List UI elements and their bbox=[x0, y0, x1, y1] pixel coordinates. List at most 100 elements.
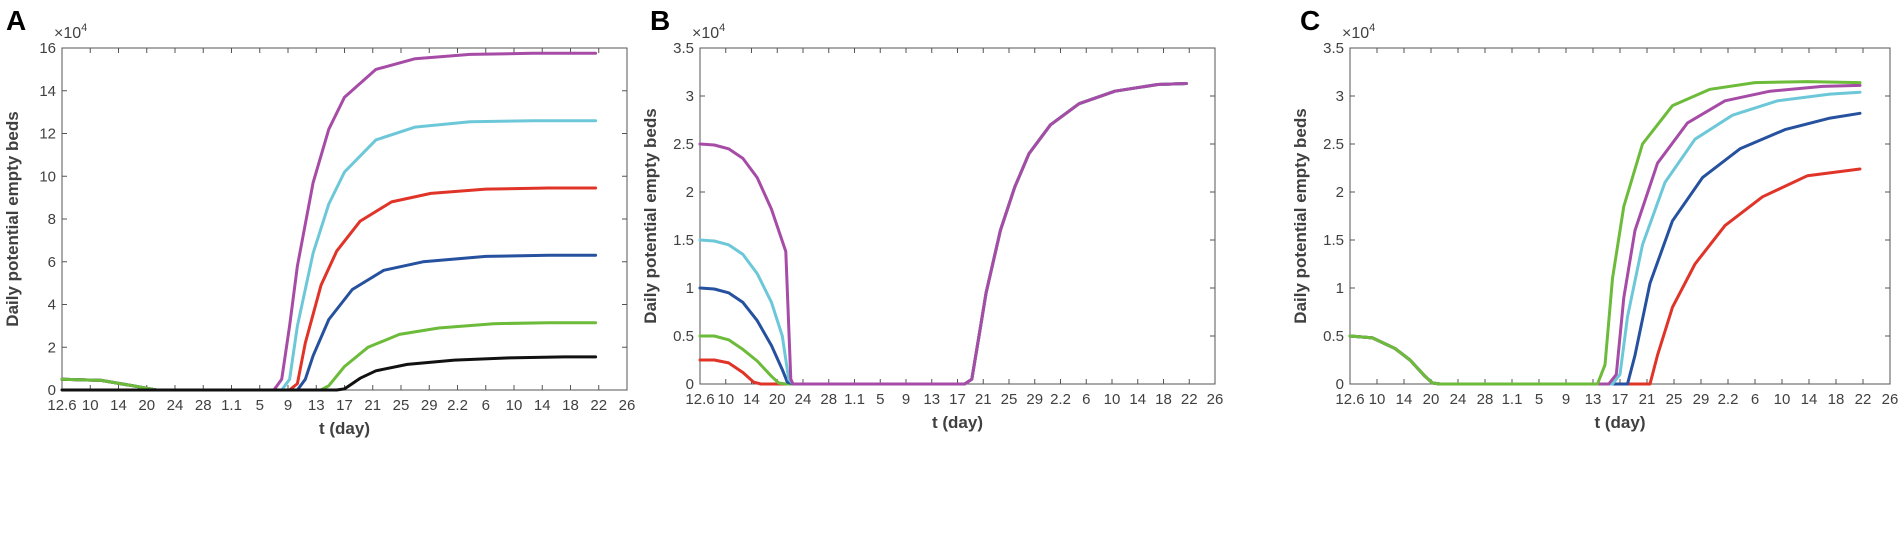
y-tick-label: 1 bbox=[686, 280, 694, 297]
x-tick-label: 12.6 bbox=[685, 391, 714, 408]
y-tick-label: 0 bbox=[686, 376, 694, 393]
x-tick-label: 22 bbox=[1855, 391, 1872, 408]
x-tick-label: 13 bbox=[1585, 391, 1602, 408]
x-tick-label: 14 bbox=[1801, 391, 1818, 408]
x-tick-label: 10 bbox=[82, 397, 99, 414]
series-line bbox=[1348, 111, 1862, 386]
x-tick-label: 17 bbox=[949, 391, 966, 408]
x-tick-label: 14 bbox=[743, 391, 760, 408]
y-tick-label: 14 bbox=[39, 83, 56, 100]
series-line bbox=[698, 82, 1188, 386]
y-tick-label: 1 bbox=[1336, 280, 1344, 297]
y-axis-label: Daily potential empty beds bbox=[3, 111, 22, 326]
x-tick-label: 2.2 bbox=[1050, 391, 1071, 408]
x-tick-label: 18 bbox=[1155, 391, 1172, 408]
x-axis-label: t (day) bbox=[932, 413, 983, 432]
y-exponent-label: ×104 bbox=[1342, 22, 1375, 42]
y-tick-label: 3 bbox=[1336, 88, 1344, 105]
x-tick-label: 10 bbox=[717, 391, 734, 408]
x-tick-label: 22 bbox=[1181, 391, 1198, 408]
x-tick-label: 17 bbox=[1612, 391, 1629, 408]
y-tick-label: 0 bbox=[48, 382, 56, 399]
x-tick-label: 29 bbox=[1026, 391, 1043, 408]
panel-letter: A bbox=[6, 5, 26, 36]
y-tick-label: 3.5 bbox=[1323, 40, 1344, 57]
x-tick-label: 9 bbox=[1562, 391, 1570, 408]
x-tick-label: 5 bbox=[1535, 391, 1543, 408]
y-tick-label: 16 bbox=[39, 40, 56, 57]
x-tick-label: 26 bbox=[1882, 391, 1899, 408]
series-line bbox=[60, 186, 598, 392]
x-tick-label: 6 bbox=[1082, 391, 1090, 408]
x-tick-label: 13 bbox=[923, 391, 940, 408]
y-tick-label: 1.5 bbox=[1323, 232, 1344, 249]
y-tick-label: 1.5 bbox=[673, 232, 694, 249]
y-tick-label: 3.5 bbox=[673, 40, 694, 57]
x-tick-label: 1.1 bbox=[221, 397, 242, 414]
x-tick-label: 9 bbox=[902, 391, 910, 408]
plot-area-frame bbox=[699, 47, 1216, 385]
x-tick-label: 5 bbox=[876, 391, 884, 408]
series-line bbox=[698, 82, 1188, 386]
x-tick-label: 10 bbox=[1369, 391, 1386, 408]
y-tick-label: 2.5 bbox=[673, 136, 694, 153]
panel-letter: B bbox=[650, 5, 670, 36]
x-tick-label: 10 bbox=[1774, 391, 1791, 408]
y-tick-label: 0.5 bbox=[1323, 328, 1344, 345]
panel-c: C 0 0.5 1 1.5 2 2.5 3 3.5 12.6 10 14 20 24 28 1.1 5 9 13 17… bbox=[1291, 5, 1898, 432]
x-axis-label: t (day) bbox=[319, 419, 370, 438]
x-tick-label: 20 bbox=[138, 397, 155, 414]
x-tick-label: 6 bbox=[1751, 391, 1759, 408]
x-tick-label: 10 bbox=[506, 397, 523, 414]
y-tick-label: 3 bbox=[686, 88, 694, 105]
y-tick-label: 6 bbox=[48, 254, 56, 271]
x-tick-label: 22 bbox=[590, 397, 607, 414]
y-tick-label: 2 bbox=[686, 184, 694, 201]
x-tick-label: 20 bbox=[769, 391, 786, 408]
x-tick-label: 28 bbox=[195, 397, 212, 414]
x-tick-label: 2.2 bbox=[1718, 391, 1739, 408]
x-tick-label: 1.1 bbox=[844, 391, 865, 408]
x-tick-label: 26 bbox=[1207, 391, 1224, 408]
y-tick-label: 2 bbox=[1336, 184, 1344, 201]
series-line bbox=[698, 82, 1188, 386]
panel-b: B 0 0.5 1 1.5 2 2.5 3 3.5 12.6 10 14 20 24 28 1.1 5 9 13 17… bbox=[641, 5, 1223, 432]
x-tick-label: 14 bbox=[534, 397, 551, 414]
x-tick-label: 24 bbox=[167, 397, 184, 414]
x-tick-label: 14 bbox=[110, 397, 127, 414]
x-tick-label: 6 bbox=[482, 397, 490, 414]
y-tick-label: 2 bbox=[48, 339, 56, 356]
x-tick-label: 9 bbox=[284, 397, 292, 414]
x-tick-label: 20 bbox=[1423, 391, 1440, 408]
series-line bbox=[1348, 90, 1862, 386]
x-axis-label: t (day) bbox=[1595, 413, 1646, 432]
x-tick-label: 24 bbox=[1450, 391, 1467, 408]
y-tick-label: 4 bbox=[48, 297, 56, 314]
x-tick-label: 1.1 bbox=[1502, 391, 1523, 408]
x-tick-label: 2.2 bbox=[447, 397, 468, 414]
y-tick-label: 8 bbox=[48, 211, 56, 228]
y-exponent-label: ×104 bbox=[692, 22, 725, 42]
x-tick-label: 21 bbox=[364, 397, 381, 414]
x-tick-label: 13 bbox=[308, 397, 325, 414]
x-tick-label: 5 bbox=[256, 397, 264, 414]
x-tick-label: 21 bbox=[1639, 391, 1656, 408]
series-line bbox=[698, 82, 1188, 386]
x-tick-label: 25 bbox=[393, 397, 410, 414]
series-line bbox=[1348, 80, 1862, 386]
series-line bbox=[60, 51, 598, 392]
series-line bbox=[698, 82, 1188, 386]
y-axis-label: Daily potential empty beds bbox=[1291, 108, 1310, 323]
x-tick-label: 14 bbox=[1129, 391, 1146, 408]
series-line bbox=[60, 355, 598, 392]
y-tick-label: 12 bbox=[39, 126, 56, 143]
y-tick-label: 10 bbox=[39, 168, 56, 185]
x-tick-label: 29 bbox=[1693, 391, 1710, 408]
x-tick-label: 28 bbox=[820, 391, 837, 408]
y-tick-label: 0.5 bbox=[673, 328, 694, 345]
x-tick-label: 24 bbox=[795, 391, 812, 408]
y-exponent-label: ×104 bbox=[54, 22, 87, 42]
x-tick-label: 25 bbox=[1001, 391, 1018, 408]
